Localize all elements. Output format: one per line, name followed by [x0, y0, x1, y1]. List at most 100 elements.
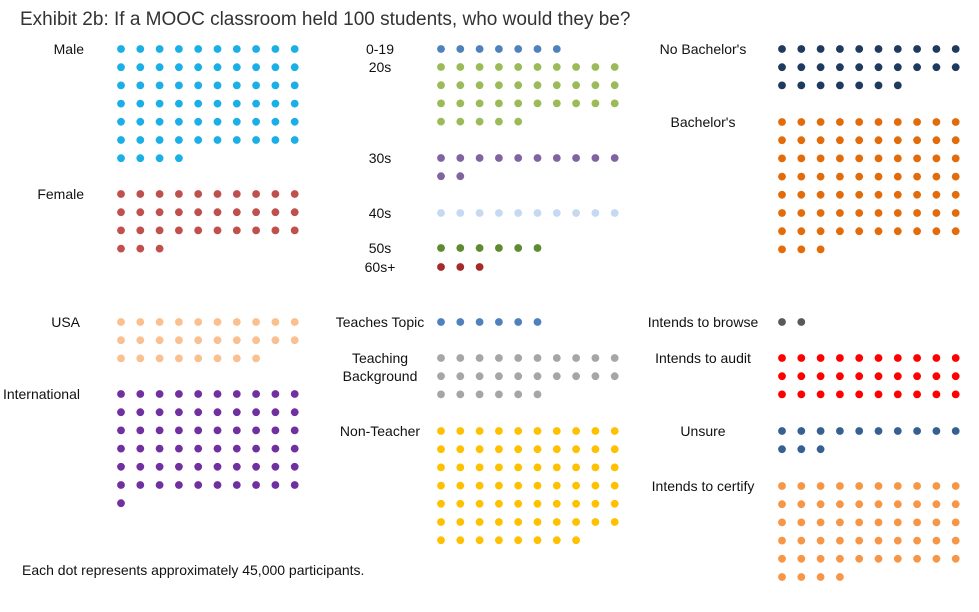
dot [136, 244, 145, 253]
dot [437, 63, 445, 71]
dot [951, 372, 960, 381]
dot [591, 209, 600, 217]
dot [797, 372, 806, 381]
dot [437, 263, 445, 271]
dot [893, 518, 902, 527]
dot [514, 499, 523, 508]
dot [232, 208, 241, 217]
dot [475, 372, 484, 381]
dot [778, 536, 786, 545]
dot [475, 209, 484, 217]
dot [572, 154, 580, 162]
dot [797, 118, 806, 126]
dot [893, 172, 902, 181]
dot [117, 117, 125, 126]
dot [155, 408, 164, 417]
dot [213, 408, 222, 417]
dot [797, 445, 806, 454]
dot [495, 244, 503, 252]
dot [475, 427, 484, 435]
dot [155, 99, 164, 108]
dot [932, 482, 941, 490]
dot [913, 390, 921, 399]
dot [437, 445, 445, 454]
dot [836, 536, 844, 545]
dot [874, 500, 883, 509]
dot [855, 354, 864, 362]
dot [874, 172, 883, 181]
category-label: USA [51, 314, 80, 330]
dot [252, 99, 260, 108]
category-label: 30s [369, 150, 392, 166]
dot [213, 208, 222, 217]
dot [855, 209, 864, 217]
dot [213, 444, 222, 453]
dot [194, 426, 203, 435]
dot [155, 63, 164, 72]
dot [913, 518, 921, 527]
dot [932, 372, 941, 381]
category-label: No Bachelor's [660, 41, 747, 57]
dot [874, 354, 883, 362]
dot [117, 318, 125, 326]
dot [252, 45, 260, 53]
dot [932, 172, 941, 181]
dot [475, 481, 484, 490]
dot [175, 408, 183, 417]
dot [836, 63, 844, 72]
dot [591, 99, 600, 108]
dot [495, 81, 503, 90]
dot [271, 426, 280, 435]
dot [495, 154, 503, 162]
dot [552, 63, 561, 71]
dot [175, 45, 183, 53]
dot [893, 554, 902, 563]
dot [836, 573, 844, 581]
dot [893, 482, 902, 490]
dot [252, 426, 260, 435]
dot [136, 63, 145, 72]
dot [213, 390, 222, 398]
dot [932, 45, 941, 53]
dot [572, 499, 580, 508]
dot [951, 190, 960, 199]
dot [117, 408, 125, 417]
dot [117, 354, 125, 363]
dot [456, 390, 465, 399]
dot [117, 444, 125, 453]
dot [816, 354, 825, 362]
dot [252, 481, 260, 489]
dot [271, 481, 280, 489]
dot [213, 226, 222, 235]
dot [797, 427, 806, 435]
dot [591, 427, 600, 435]
dot [514, 81, 523, 90]
dot [475, 99, 484, 108]
dot [533, 536, 542, 545]
dot [437, 244, 445, 252]
dot [816, 427, 825, 435]
dot [290, 190, 299, 198]
dot [893, 372, 902, 381]
dot [913, 554, 921, 563]
dot [290, 426, 299, 435]
dot [194, 462, 203, 471]
dot [913, 63, 921, 72]
dot [913, 190, 921, 199]
dot [816, 172, 825, 181]
dot [893, 118, 902, 126]
dot [155, 462, 164, 471]
dot [951, 554, 960, 563]
dot [572, 209, 580, 217]
dot [591, 81, 600, 90]
dot [552, 354, 561, 362]
dot [552, 154, 561, 162]
dot [232, 426, 241, 435]
dot [175, 354, 183, 363]
dot [932, 209, 941, 217]
dot [136, 117, 145, 126]
dot [194, 99, 203, 108]
dot [932, 63, 941, 72]
dot [232, 408, 241, 417]
dot [290, 408, 299, 417]
